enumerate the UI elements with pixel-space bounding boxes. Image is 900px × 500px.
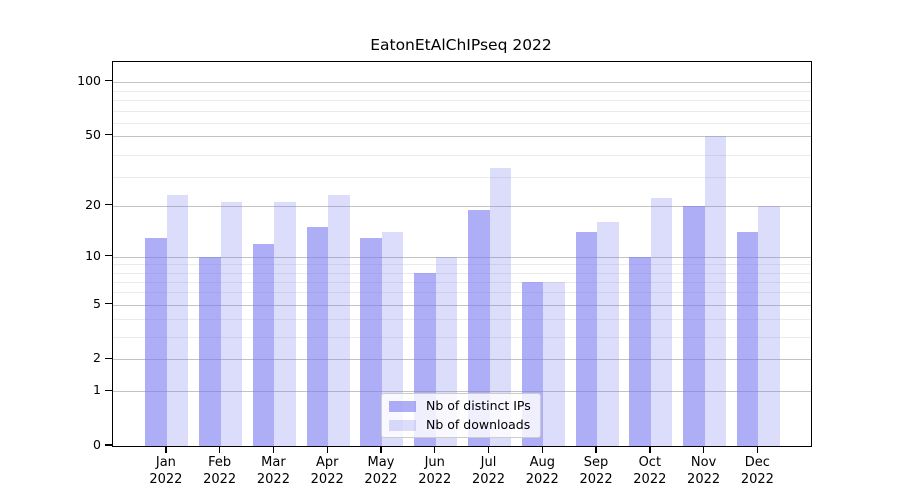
bar-distinct-ips-dec xyxy=(736,232,759,446)
x-tick-label: Feb 2022 xyxy=(203,455,237,487)
x-axis-tick xyxy=(434,446,436,454)
x-tick-label: Jan 2022 xyxy=(149,455,183,487)
x-axis-tick xyxy=(380,446,382,454)
y-tick-label: 50 xyxy=(85,126,101,142)
legend-label-distinct-ips: Nb of distinct IPs xyxy=(426,398,531,413)
y-axis-tick xyxy=(105,133,112,136)
legend-label-downloads: Nb of downloads xyxy=(426,417,531,432)
x-axis-tick xyxy=(649,446,651,454)
bar-downloads-dec xyxy=(758,205,780,446)
y-tick-label: 10 xyxy=(85,247,101,263)
x-axis-tick xyxy=(326,446,328,454)
bar-distinct-ips-oct xyxy=(629,256,651,446)
y-tick-label: 0 xyxy=(93,437,101,452)
y-tick-label: 5 xyxy=(93,295,101,311)
x-tick-label: Sep 2022 xyxy=(579,455,613,487)
x-tick-label: Apr 2022 xyxy=(310,455,344,487)
x-axis-tick xyxy=(756,446,759,454)
y-tick-label: 2 xyxy=(93,350,101,366)
bar-downloads-mar xyxy=(274,201,296,446)
bar-downloads-oct xyxy=(650,198,673,446)
grid-line-minor xyxy=(113,336,811,338)
y-tick-label: 100 xyxy=(77,72,101,88)
y-axis-tick xyxy=(105,254,112,257)
x-axis-tick xyxy=(702,446,705,454)
legend-swatch-distinct-ips xyxy=(389,400,416,412)
grid-line-minor xyxy=(113,318,811,320)
legend-item-downloads: Nb of downloads xyxy=(389,418,531,432)
grid-line-minor xyxy=(113,110,811,112)
bar-distinct-ips-sep xyxy=(575,232,598,446)
bar-distinct-ips-feb xyxy=(199,256,221,446)
x-axis-tick xyxy=(165,446,167,454)
bar-distinct-ips-may xyxy=(360,237,382,446)
x-axis-tick xyxy=(218,446,221,454)
grid-line-major xyxy=(113,81,811,83)
grid-line-major xyxy=(113,205,811,207)
x-tick-label: May 2022 xyxy=(364,455,398,487)
bar-distinct-ips-mar xyxy=(252,243,275,446)
grid-line-minor xyxy=(113,122,811,124)
grid-line-minor xyxy=(113,154,811,156)
x-axis-tick xyxy=(541,446,543,454)
bar-distinct-ips-nov xyxy=(683,205,705,446)
bar-downloads-nov xyxy=(704,135,727,446)
bar-downloads-sep xyxy=(597,222,619,446)
y-axis-tick xyxy=(105,444,112,446)
bar-distinct-ips-jan xyxy=(145,237,167,446)
legend: Nb of distinct IPs Nb of downloads xyxy=(381,393,541,438)
bar-downloads-jul xyxy=(489,167,512,446)
y-axis-tick xyxy=(105,389,112,391)
y-axis-tick xyxy=(105,357,112,359)
x-axis-tick xyxy=(272,446,275,454)
bar-distinct-ips-jul xyxy=(468,209,490,446)
grid-line-minor xyxy=(113,272,811,274)
x-axis-tick xyxy=(595,446,597,454)
grid-line-minor xyxy=(113,264,811,266)
y-axis-tick xyxy=(105,302,112,305)
x-tick-label: Jul 2022 xyxy=(471,455,506,487)
bar-downloads-aug xyxy=(543,281,565,446)
legend-swatch-downloads xyxy=(389,419,416,431)
bar-downloads-apr xyxy=(328,195,350,446)
plot-area: Nb of distinct IPs Nb of downloads xyxy=(112,61,812,447)
legend-item-distinct-ips: Nb of distinct IPs xyxy=(389,399,531,413)
grid-line-minor xyxy=(113,292,811,294)
chart-title: EatonEtAlChIPseq 2022 xyxy=(370,36,552,54)
x-tick-label: Aug 2022 xyxy=(525,455,559,487)
y-tick-label: 1 xyxy=(93,382,101,398)
grid-line-minor xyxy=(113,100,811,102)
grid-line-minor xyxy=(113,90,811,92)
x-tick-label: Nov 2022 xyxy=(687,455,721,487)
grid-line-major xyxy=(113,304,811,306)
y-axis-tick xyxy=(105,203,112,206)
grid-line-minor xyxy=(113,281,811,283)
bar-downloads-feb xyxy=(220,201,243,446)
x-axis-tick xyxy=(487,446,490,454)
grid-line-minor xyxy=(113,177,811,179)
grid-line-major xyxy=(113,256,811,258)
grid-line-major xyxy=(113,135,811,137)
bar-downloads-may xyxy=(381,232,404,446)
bar-distinct-ips-apr xyxy=(306,227,329,446)
grid-line-major xyxy=(113,391,811,393)
x-tick-label: Jun 2022 xyxy=(418,455,452,487)
y-axis-tick xyxy=(105,79,112,82)
x-tick-label: Mar 2022 xyxy=(256,455,290,487)
x-tick-label: Oct 2022 xyxy=(633,455,667,487)
grid-line-major xyxy=(113,359,811,361)
y-tick-label: 20 xyxy=(85,196,101,212)
x-tick-label: Dec 2022 xyxy=(740,455,774,487)
bar-downloads-jan xyxy=(166,195,189,446)
